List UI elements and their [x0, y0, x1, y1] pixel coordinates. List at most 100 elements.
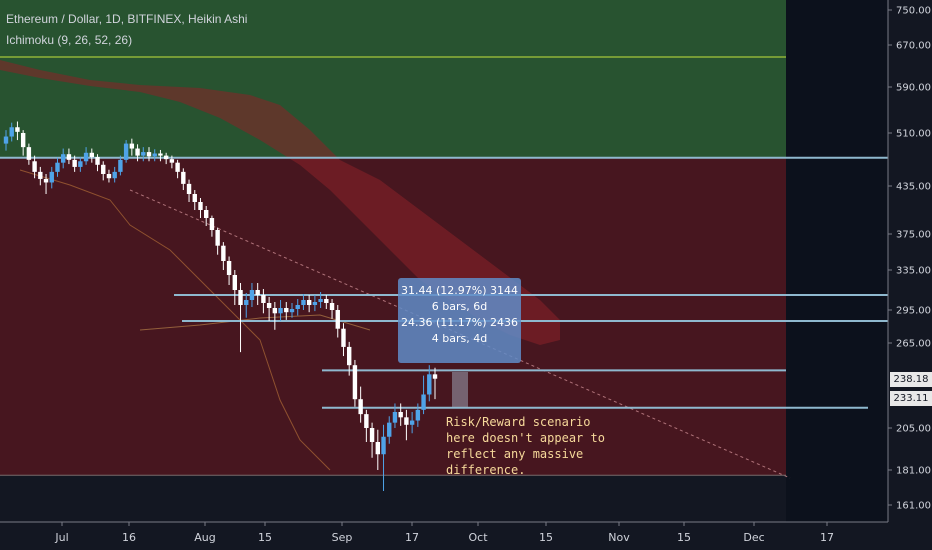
lagging-span	[19, 169, 331, 471]
candle-body	[295, 305, 300, 309]
candle-body	[306, 300, 312, 305]
candle-body	[421, 394, 426, 410]
candle-body	[318, 299, 323, 302]
candle-body	[55, 162, 60, 172]
candle-body	[146, 152, 152, 157]
candle-body	[101, 164, 106, 174]
candle-body	[158, 153, 163, 156]
price-tick-label: 181.00	[896, 466, 931, 477]
candle-body	[15, 127, 20, 132]
note-line-4: difference.	[446, 463, 526, 477]
candle-body	[392, 411, 398, 423]
price-axis-bg	[888, 0, 932, 550]
candle-body	[415, 409, 421, 421]
note-line-1: Risk/Reward scenario	[446, 415, 591, 429]
candle-body	[123, 143, 129, 160]
measure-line-3: 24.36 (11.17%) 2436	[400, 316, 518, 329]
candle-body	[244, 300, 249, 305]
candle-body	[369, 428, 375, 442]
horizontal-levels	[0, 156, 888, 476]
candle-body	[278, 308, 283, 314]
time-tick-label: 16	[122, 531, 136, 544]
candle-body	[409, 420, 415, 425]
measure-line-1: 31.44 (12.97%) 3144	[400, 284, 518, 297]
candle-body	[78, 161, 83, 167]
candle-body	[215, 230, 220, 246]
candle-body	[398, 411, 403, 418]
candle-body	[341, 328, 346, 347]
candle-body	[106, 173, 112, 179]
measure-tooltip: 31.44 (12.97%) 3144 6 bars, 6d 24.36 (11…	[398, 278, 521, 363]
candle-body	[169, 159, 175, 163]
candle-body	[375, 442, 380, 455]
indicator-legend: Ichimoku (9, 26, 52, 26)	[6, 33, 133, 47]
candle-body	[135, 148, 140, 156]
time-tick-label: Aug	[194, 531, 215, 544]
candle-body	[112, 171, 117, 179]
candle-body	[72, 159, 77, 167]
price-badge-lower: 233.11	[890, 391, 932, 406]
candle-body	[266, 303, 272, 308]
candle-body	[181, 171, 186, 184]
cloud-body	[0, 60, 560, 345]
time-tick-label: 15	[539, 531, 553, 544]
candle-body	[204, 210, 209, 218]
note-line-3: reflect any massive	[446, 447, 584, 461]
price-tick-label: 670.00	[896, 41, 931, 52]
candle-body	[226, 261, 232, 275]
time-tick-label: 17	[820, 531, 834, 544]
candle-body	[89, 152, 94, 158]
note-line-2: here doesn't appear to	[446, 431, 605, 445]
candle-body	[209, 218, 215, 230]
candle-body	[20, 133, 26, 148]
price-tick-label: 161.00	[896, 501, 931, 512]
future-shade	[786, 0, 888, 522]
measure-line-4: 4 bars, 4d	[431, 332, 488, 345]
candle-body	[289, 309, 295, 313]
candle-body	[381, 436, 386, 455]
candle-body	[129, 143, 135, 149]
candle-body	[312, 302, 318, 305]
price-tick-label: 435.00	[896, 182, 931, 193]
candle-body	[3, 136, 9, 144]
candles	[3, 121, 438, 491]
candle-body	[118, 159, 123, 172]
candle-body	[43, 178, 49, 183]
chart-symbol-title: Ethereum / Dollar, 1D, BITFINEX, Heikin …	[6, 12, 248, 26]
measure-range	[452, 372, 468, 407]
measure-line-2: 6 bars, 6d	[431, 300, 488, 313]
time-axis-bg	[0, 522, 932, 550]
candle-body	[352, 365, 358, 400]
candle-body	[163, 155, 169, 160]
candle-body	[9, 127, 14, 137]
candle-body	[284, 308, 289, 313]
candle-body	[38, 171, 43, 179]
risk-reward-note: Risk/Reward scenario here doesn't appear…	[446, 414, 605, 478]
candle-body	[387, 422, 392, 437]
price-tick-label: 750.00	[896, 6, 931, 17]
price-tick-label: 590.00	[896, 83, 931, 94]
candle-body	[26, 147, 32, 160]
time-tick-label: 15	[258, 531, 272, 544]
price-tick-label: 295.00	[896, 306, 931, 317]
candle-body	[329, 303, 335, 310]
time-tick-label: 17	[405, 531, 419, 544]
time-tick-label: Sep	[332, 531, 353, 544]
candle-body	[221, 245, 226, 261]
candle-body	[32, 161, 37, 172]
candle-body	[61, 154, 66, 163]
candle-body	[301, 300, 306, 305]
candle-body	[255, 290, 260, 295]
price-tick-label: 375.00	[896, 230, 931, 241]
candle-body	[335, 310, 340, 329]
candle-body	[272, 308, 278, 314]
time-tick-label: Oct	[468, 531, 488, 544]
time-tick-label: Nov	[608, 531, 630, 544]
candle-body	[49, 171, 54, 183]
time-tick-label: Jul	[54, 531, 68, 544]
candle-body	[261, 295, 266, 303]
candle-body	[152, 153, 157, 157]
price-tick-label: 335.00	[896, 266, 931, 277]
